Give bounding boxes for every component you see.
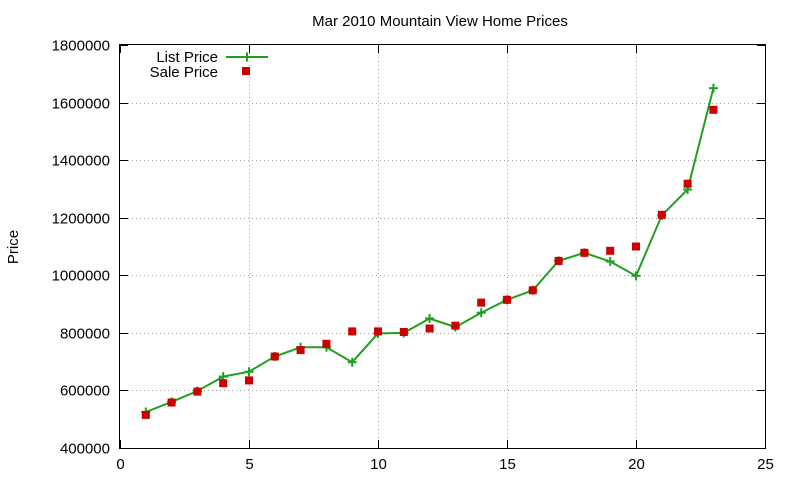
sale-price-point [399, 328, 408, 336]
y-tick-label: 1800000 [52, 38, 110, 55]
list-price-point [347, 357, 357, 367]
sale-price-point [477, 298, 486, 307]
gridlines [120, 45, 765, 448]
legend-label-sale-price: Sale Price [150, 64, 218, 81]
y-tick-label: 400000 [60, 441, 110, 458]
list-price-line [145, 87, 715, 413]
list-price-point [708, 83, 718, 93]
sale-price-point [245, 376, 253, 385]
legend-marker-list-price [242, 52, 252, 62]
x-tick-label: 0 [116, 456, 124, 473]
sale-price-point [270, 352, 279, 361]
sale-price-point [451, 321, 460, 330]
legend-marker-sale-price [242, 67, 250, 75]
y-tick-label: 1200000 [52, 211, 110, 228]
sale-price-point [167, 398, 176, 407]
y-tick-label: 1000000 [52, 268, 110, 285]
axis-ticks: 400000 600000 800000 1000000 1200000 1400000 1… [52, 38, 774, 474]
legend: List Price Sale Price [150, 49, 268, 81]
y-tick-label: 1400000 [52, 153, 110, 170]
y-tick-label: 800000 [60, 326, 110, 343]
list-price-point [244, 367, 254, 377]
sale-price-point [580, 248, 589, 257]
list-price-point [605, 256, 615, 266]
sale-price-point [709, 105, 718, 114]
y-tick-label: 600000 [60, 383, 110, 400]
sale-price-point [528, 286, 537, 295]
sale-price-point [374, 327, 382, 336]
list-price-point [631, 271, 641, 281]
chart-title: Mar 2010 Mountain View Home Prices [312, 13, 568, 30]
sale-price-point [606, 246, 615, 255]
sale-price-point [632, 242, 640, 251]
legend-label-list-price: List Price [156, 49, 218, 66]
list-price-point [476, 308, 486, 318]
sale-price-point [683, 179, 692, 188]
sale-price-point [193, 387, 202, 396]
y-tick-label: 1600000 [52, 96, 110, 113]
x-tick-label: 10 [370, 456, 387, 473]
x-tick-label: 20 [628, 456, 645, 473]
y-axis-label: Price [5, 230, 22, 264]
sale-price-point [348, 327, 357, 336]
x-tick-label: 25 [757, 456, 774, 473]
plot-frame [119, 44, 766, 449]
sale-price-point [657, 210, 666, 219]
sale-price-point [219, 379, 228, 388]
sale-price-point [503, 295, 511, 304]
x-tick-label: 5 [245, 456, 253, 473]
x-tick-label: 15 [499, 456, 516, 473]
sale-price-point [141, 410, 150, 419]
sale-price-point [322, 339, 331, 348]
sale-price-point [425, 324, 434, 333]
sale-price-point [554, 256, 563, 265]
list-price-point [425, 313, 435, 323]
series-layer [141, 83, 718, 419]
sale-price-point [296, 346, 305, 355]
